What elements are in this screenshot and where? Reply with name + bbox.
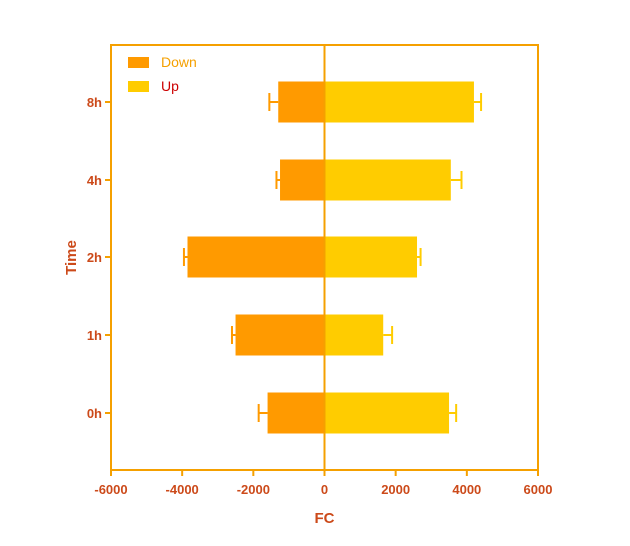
bar-down-8h xyxy=(278,81,325,123)
y-tick-label: 8h xyxy=(87,95,102,110)
x-tick-label: 4000 xyxy=(452,482,481,497)
bar-down-1h xyxy=(235,314,325,356)
legend: Down Up xyxy=(128,54,197,94)
y-axis-ticks: 0h 1h 2h 4h 8h xyxy=(87,95,111,421)
x-tick-label: -4000 xyxy=(166,482,199,497)
x-tick-label: -2000 xyxy=(237,482,270,497)
y-axis-title: Time xyxy=(63,240,80,275)
bar-up-8h xyxy=(324,81,474,123)
bar-down-2h xyxy=(187,236,325,278)
bar-down-0h xyxy=(267,392,325,434)
bar-up-2h xyxy=(324,236,418,278)
bar-down-4h xyxy=(280,159,325,201)
x-tick-label: -6000 xyxy=(94,482,127,497)
legend-label-down: Down xyxy=(161,54,197,70)
x-axis-title: FC xyxy=(315,510,335,527)
y-tick-label: 4h xyxy=(87,173,102,188)
bar-up-0h xyxy=(324,392,450,434)
bars-layer xyxy=(182,81,483,434)
y-tick-label: 0h xyxy=(87,406,102,421)
legend-label-up: Up xyxy=(161,78,179,94)
x-tick-label: 0 xyxy=(321,482,328,497)
x-tick-label: 6000 xyxy=(524,482,553,497)
y-tick-label: 1h xyxy=(87,328,102,343)
bar-up-4h xyxy=(324,159,451,201)
bar-up-1h xyxy=(324,314,384,356)
legend-swatch-up xyxy=(128,81,149,92)
x-tick-label: 2000 xyxy=(381,482,410,497)
y-tick-label: 2h xyxy=(87,250,102,265)
legend-swatch-down xyxy=(128,57,149,68)
x-axis-ticks: -6000 -4000 -2000 0 2000 4000 6000 xyxy=(94,470,552,497)
